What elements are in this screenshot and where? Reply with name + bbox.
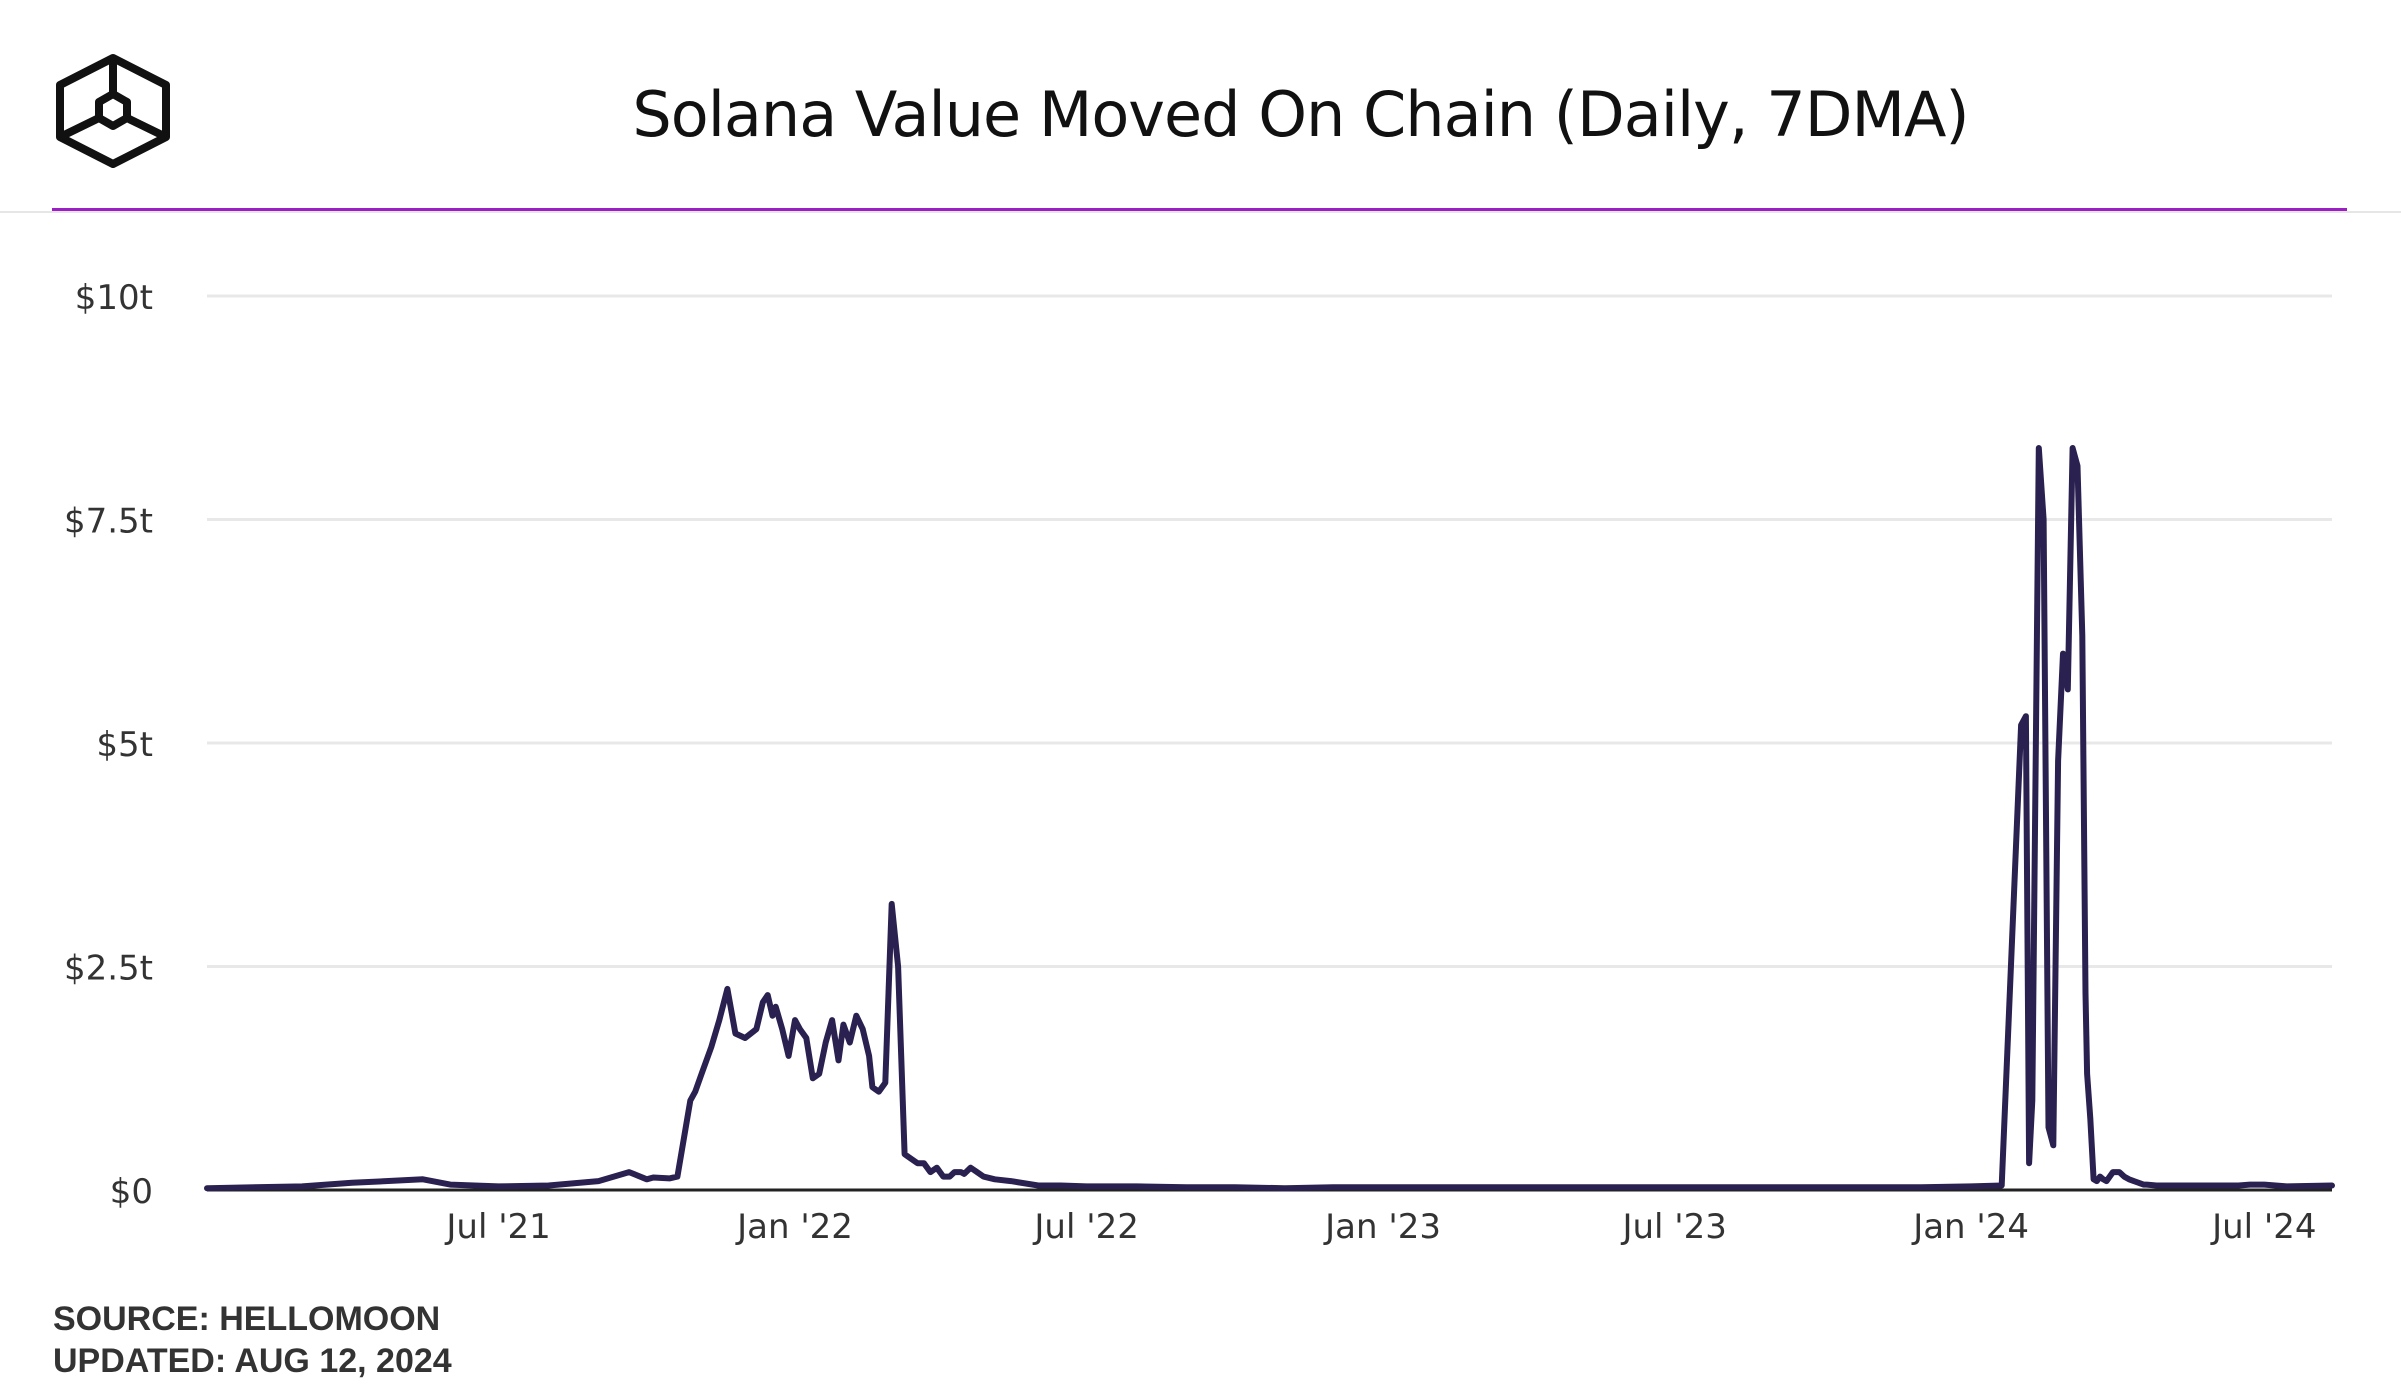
y-tick-label: $2.5t	[64, 949, 153, 989]
page-title: Solana Value Moved On Chain (Daily, 7DMA…	[632, 78, 1969, 151]
cube-logo-icon	[56, 54, 170, 168]
footer: SOURCE: HELLOMOON UPDATED: AUG 12, 2024	[53, 1298, 452, 1382]
y-tick-label: $10t	[75, 278, 153, 318]
y-tick-label: $7.5t	[64, 502, 153, 542]
x-tick-label: Jan '24	[1911, 1207, 2029, 1247]
header-divider	[52, 208, 2347, 211]
header-divider-light	[0, 211, 2401, 213]
x-axis-tick-labels: Jul '21 Jan '22 Jul '22 Jan '23 Jul '23 Jan '…	[444, 1207, 2316, 1247]
x-tick-label: Jan '23	[1323, 1207, 1441, 1247]
x-tick-label: Jul '21	[444, 1207, 550, 1247]
source-label: SOURCE: HELLOMOON	[53, 1300, 441, 1338]
y-tick-label: $5t	[96, 725, 153, 765]
x-tick-label: Jul '22	[1032, 1207, 1138, 1247]
updated-label: UPDATED: AUG 12, 2024	[53, 1342, 452, 1380]
x-tick-label: Jul '23	[1620, 1207, 1726, 1247]
gridlines	[207, 294, 2332, 968]
x-tick-label: Jan '22	[735, 1207, 853, 1247]
y-tick-label: $0	[110, 1172, 153, 1212]
y-axis-tick-labels: $0 $2.5t $5t $7.5t $10t	[64, 278, 153, 1212]
series-line-value-moved	[204, 445, 2335, 1192]
x-tick-label: Jul '24	[2210, 1207, 2316, 1247]
